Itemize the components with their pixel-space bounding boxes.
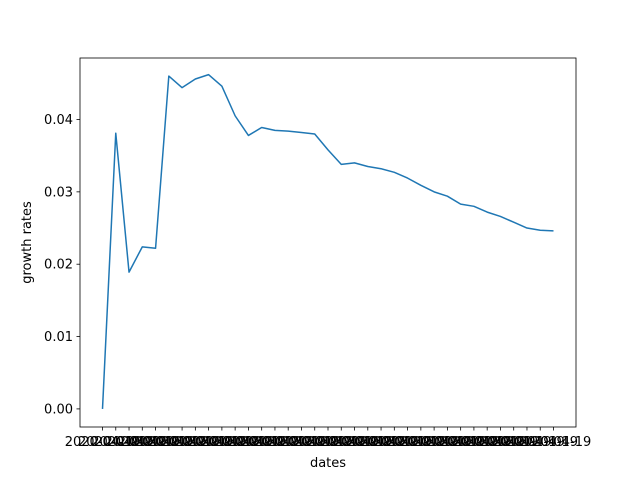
x-tick-label: 2020-04-19 xyxy=(91,435,167,450)
x-tick-label: 2020-04-19 xyxy=(171,435,247,450)
x-tick-label: 2020-04-19 xyxy=(78,435,154,450)
x-tick-label: 2020-04-19 xyxy=(290,435,366,450)
x-tick-label: 2020-04-19 xyxy=(158,435,234,450)
x-tick-label: 2020-04-19 xyxy=(383,435,459,450)
x-tick-label: 2020-04-19 xyxy=(303,435,379,450)
x-tick-label: 2020-04-19 xyxy=(264,435,340,450)
x-tick-label: 2020-04-19 xyxy=(184,435,260,450)
x-tick-label: 2020-04-19 xyxy=(105,435,181,450)
x-tick-label: 2020-04-19 xyxy=(144,435,220,450)
x-tick-label: 2020-04-19 xyxy=(330,435,406,450)
x-axis-label: dates xyxy=(310,456,346,471)
x-tick-label: 2020-04-19 xyxy=(118,435,194,450)
y-axis-ticks: 0.00 0.01 0.02 0.03 0.04 xyxy=(44,113,80,417)
x-tick-label: 2020-04-19 xyxy=(476,435,552,450)
x-tick-label: 2020-04-19 xyxy=(250,435,326,450)
x-tick-label: 2020-04-19 xyxy=(489,435,565,450)
x-tick-label: 2020-04-19 xyxy=(370,435,446,450)
x-tick-label: 2020-04-19 xyxy=(423,435,499,450)
x-tick-label: 2020-04-19 xyxy=(65,435,141,450)
x-tick-label: 2020-04-19 xyxy=(224,435,300,450)
x-tick-label: 2020-04-19 xyxy=(211,435,287,450)
x-tick-label: 2020-04-19 xyxy=(237,435,313,450)
x-tick-label: 2020-04-19 xyxy=(516,435,592,450)
plot-frame xyxy=(79,57,577,428)
x-tick-label: 2020-04-19 xyxy=(197,435,273,450)
x-axis-ticks: 2020-04-192020-04-192020-04-192020-04-19… xyxy=(65,427,592,450)
x-tick-label: 2020-04-19 xyxy=(357,435,433,450)
y-tick-label: 0.00 xyxy=(44,402,73,417)
x-tick-label: 2020-04-19 xyxy=(343,435,419,450)
x-tick-label: 2020-04-19 xyxy=(131,435,207,450)
x-tick-label: 2020-04-19 xyxy=(277,435,353,450)
x-tick-label: 2020-04-19 xyxy=(410,435,486,450)
x-tick-label: 2020-04-19 xyxy=(317,435,393,450)
y-tick-label: 0.02 xyxy=(44,258,73,273)
y-tick-label: 0.03 xyxy=(44,185,73,200)
y-tick-label: 0.04 xyxy=(44,113,73,128)
x-tick-label: 2020-04-19 xyxy=(396,435,472,450)
x-tick-label: 2020-04-19 xyxy=(449,435,525,450)
series-line xyxy=(101,73,554,409)
x-tick-label: 2020-04-19 xyxy=(502,435,578,450)
y-axis-label: growth rates xyxy=(20,201,35,284)
x-tick-label: 2020-04-19 xyxy=(436,435,512,450)
x-tick-label: 2020-04-19 xyxy=(463,435,539,450)
y-tick-label: 0.01 xyxy=(44,330,73,345)
